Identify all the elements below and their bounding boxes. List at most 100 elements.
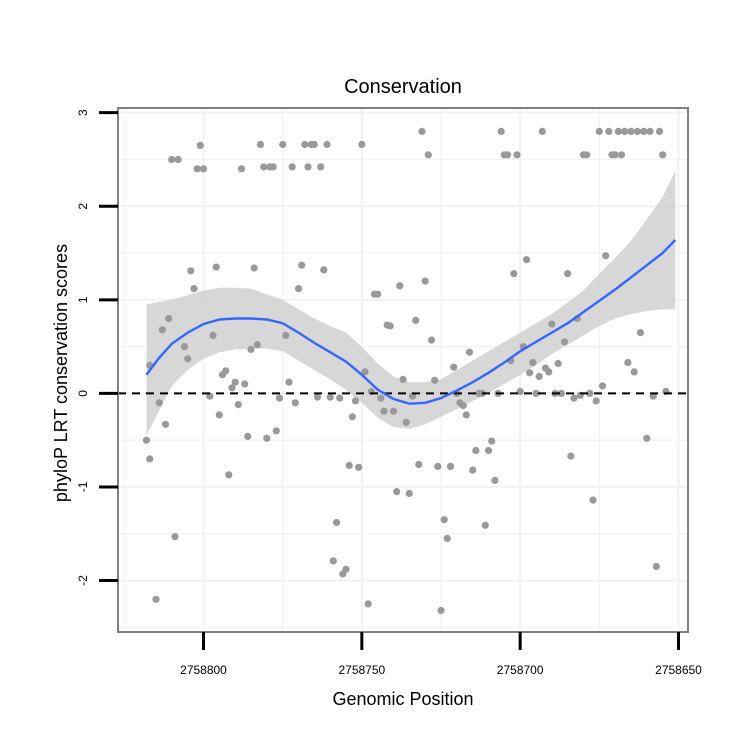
data-point [228,384,236,392]
data-point [627,127,635,135]
data-point [440,516,448,524]
data-point [313,393,322,401]
data-point [484,446,493,455]
data-point [342,565,350,573]
data-point [503,151,512,159]
data-point [592,397,600,405]
data-point [364,600,372,608]
data-point [231,378,239,386]
data-point [374,290,382,298]
data-point [190,285,198,293]
data-point [351,397,360,405]
data-point [165,314,173,323]
data-point [583,151,591,159]
data-point [269,163,277,171]
data-point [389,407,398,415]
data-point [649,392,657,400]
data-point [408,392,417,400]
data-point [323,140,331,149]
y-tick-label: -2 [76,575,90,586]
data-point [222,367,230,375]
data-point [152,595,160,603]
data-point [212,263,220,271]
data-point [516,387,524,396]
data-point [180,343,189,351]
data-point [196,141,204,149]
data-point [355,463,363,471]
data-point [412,316,420,324]
data-point [659,151,667,159]
data-point [415,460,423,469]
data-point [304,163,312,171]
data-point [279,140,287,149]
data-point [294,285,303,293]
data-point [405,489,413,498]
data-point [386,322,394,330]
data-point [348,413,356,421]
data-point [256,140,265,149]
data-point [522,256,531,264]
data-point [602,252,610,260]
data-point [640,127,648,135]
data-point [595,127,603,135]
y-tick-label: 0 [76,390,90,397]
data-point [655,127,664,135]
data-point [272,427,280,435]
x-tick-label: 2758750 [338,663,385,677]
data-point [247,345,255,353]
data-point [545,368,553,376]
data-point [345,461,353,469]
x-tick-label: 2758800 [180,663,227,677]
data-point [310,140,318,149]
y-tick-label: 3 [76,109,90,116]
data-point [564,270,572,278]
data-point [526,369,534,377]
data-point [377,394,385,402]
data-point [605,127,613,135]
data-point [446,462,455,470]
data-point [621,127,629,135]
data-point [399,375,407,383]
data-point [614,127,622,135]
data-point [174,155,182,164]
data-point [199,165,208,173]
data-point [317,163,325,171]
data-point [418,127,426,135]
data-point [443,534,451,543]
data-point [469,466,477,474]
data-point [326,393,334,401]
data-point [402,418,410,426]
data-point [624,358,632,367]
data-point [538,127,546,135]
data-point [146,455,154,463]
y-tick-label: 1 [76,296,90,303]
data-point [462,411,470,419]
x-tick-label: 2758650 [655,663,702,677]
data-point [298,261,306,269]
data-point [260,163,268,171]
data-point [472,446,480,455]
chart-title: Conservation [344,76,462,98]
data-point [358,140,366,149]
data-point [168,155,176,164]
data-point [589,496,597,504]
x-axis-label: Genomic Position [332,689,473,709]
data-point [209,331,217,339]
data-point [237,165,246,173]
data-point [244,432,252,440]
data-point [646,127,654,135]
data-point [215,411,223,419]
data-point [361,368,369,376]
data-point [434,462,442,470]
data-point [421,277,429,285]
data-point [253,341,261,349]
data-point [465,348,474,356]
data-point [636,329,645,337]
data-point [459,402,467,410]
data-point [234,401,242,409]
data-point [633,127,641,135]
data-point [380,407,388,415]
data-point [529,358,537,367]
data-point [332,518,341,527]
data-point [396,282,404,290]
